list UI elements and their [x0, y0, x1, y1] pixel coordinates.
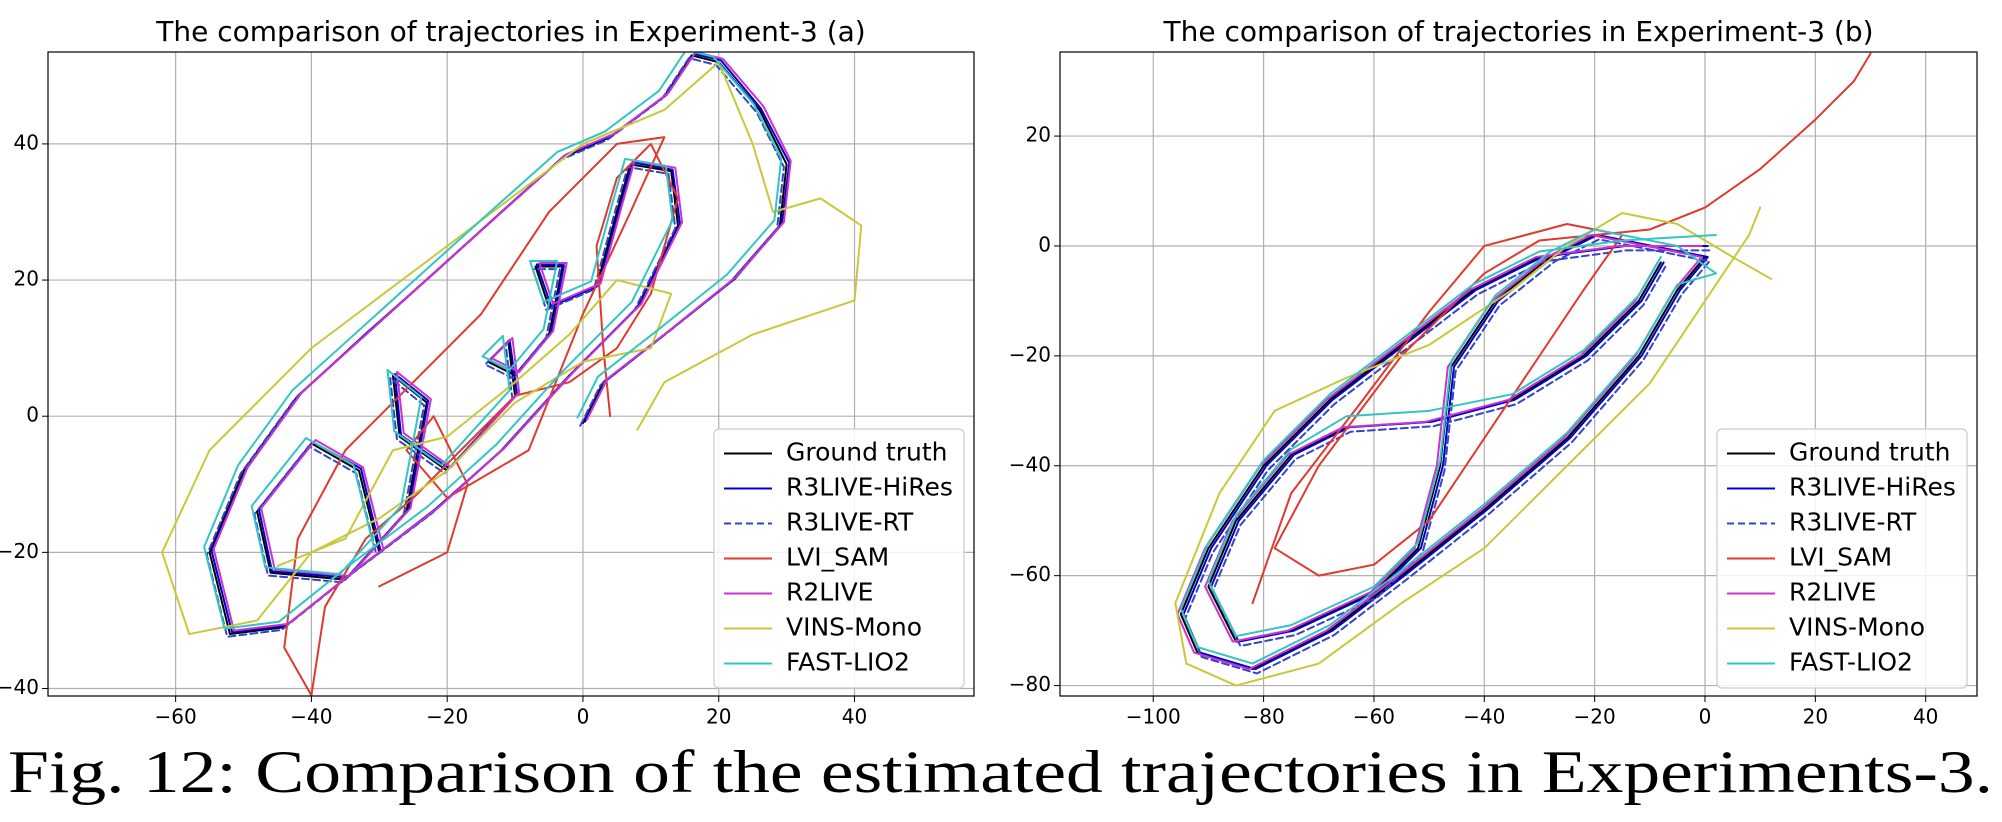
x-tick-label: −60	[1353, 705, 1395, 729]
x-tick-label: 0	[577, 705, 590, 729]
x-tick-label: −100	[1126, 705, 1181, 729]
trajectory	[1184, 238, 1711, 675]
legend-label: R2LIVE	[786, 578, 873, 607]
trajectory	[283, 136, 680, 696]
legend-label: VINS-Mono	[1789, 613, 1925, 642]
legend-label: Ground truth	[1789, 438, 1950, 467]
series-group	[1174, 52, 1872, 687]
y-tick-label: −40	[1009, 452, 1051, 476]
series-group	[161, 52, 863, 696]
y-tick-label: 0	[26, 403, 39, 427]
caption: Fig. 12: Comparison of the estimated tra…	[8, 739, 1993, 805]
chart: −60 −40 −20 0 20 40 −40 −20 0 20 40 The comparison …	[0, 15, 975, 729]
legend-label: R3LIVE-HiRes	[786, 473, 953, 502]
x-tick-label: −40	[1463, 705, 1505, 729]
trajectory	[1251, 52, 1872, 605]
frame	[47, 51, 975, 697]
legend-label: VINS-Mono	[786, 613, 922, 642]
y-tick-label: −20	[0, 539, 39, 563]
legend-label: R3LIVE-RT	[786, 508, 914, 537]
chart: −100 −80 −60 −40 −20 0 20 40 −80 −60 −40 −20 0 20 The …	[1009, 15, 1978, 729]
trajectory	[1174, 206, 1773, 687]
legend-label: R3LIVE-HiRes	[1789, 473, 1956, 502]
trajectory	[161, 61, 863, 636]
legend-box	[713, 428, 965, 689]
legend: Ground truth R3LIVE-HiRes R3LIVE-RT LVI_SAM…	[1716, 428, 1968, 689]
legend-label: R2LIVE	[1789, 578, 1876, 607]
y-tick-label: 0	[1038, 232, 1051, 256]
trajectory	[1179, 228, 1718, 665]
y-tick-label: −80	[1009, 672, 1051, 696]
y-tick-label: −40	[0, 675, 39, 699]
legend-label: LVI_SAM	[786, 543, 889, 572]
y-tick-label: 40	[14, 130, 39, 154]
trajectory	[1182, 233, 1709, 671]
y-tick-label: 20	[14, 267, 39, 291]
x-tick-label: −20	[426, 705, 468, 729]
frame	[1059, 51, 1978, 697]
x-tick-label: 20	[1803, 705, 1828, 729]
legend-label: FAST-LIO2	[786, 648, 910, 677]
y-tick-label: −20	[1009, 342, 1051, 366]
x-tick-label: −40	[290, 705, 332, 729]
x-tick-label: −80	[1242, 705, 1284, 729]
trajectory	[203, 52, 783, 630]
legend: Ground truth R3LIVE-HiRes R3LIVE-RT LVI_SAM…	[713, 428, 965, 689]
legend-label: FAST-LIO2	[1789, 648, 1913, 677]
legend-label: LVI_SAM	[1789, 543, 1892, 572]
x-tick-label: −20	[1574, 705, 1616, 729]
chart-title: The comparison of trajectories in Experi…	[1162, 15, 1873, 48]
x-tick-label: −60	[155, 705, 197, 729]
chart-title: The comparison of trajectories in Experi…	[155, 15, 865, 48]
x-tick-label: 20	[706, 705, 731, 729]
y-tick-label: 20	[1026, 123, 1051, 147]
legend-label: Ground truth	[786, 438, 947, 467]
x-tick-label: 0	[1699, 705, 1712, 729]
legend-box	[1716, 428, 1968, 689]
x-tick-label: 40	[1913, 705, 1938, 729]
y-tick-label: −60	[1009, 562, 1051, 586]
trajectory	[212, 52, 792, 632]
x-tick-label: 40	[842, 705, 867, 729]
legend-label: R3LIVE-RT	[1789, 508, 1917, 537]
